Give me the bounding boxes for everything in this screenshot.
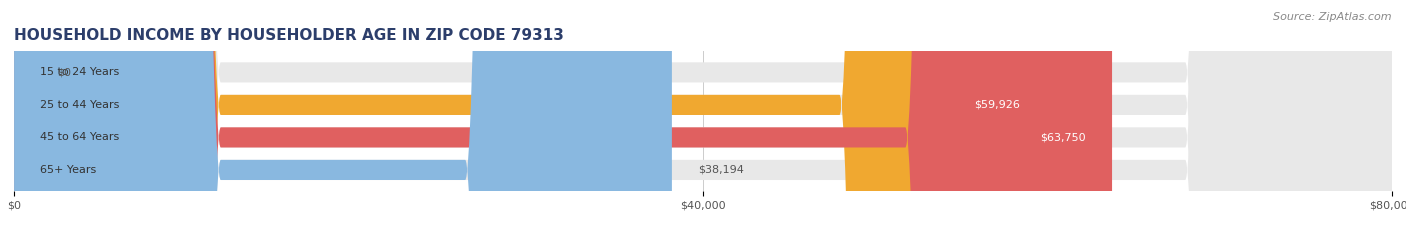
Text: Source: ZipAtlas.com: Source: ZipAtlas.com xyxy=(1274,12,1392,22)
FancyBboxPatch shape xyxy=(14,0,672,233)
Text: $0: $0 xyxy=(58,67,72,77)
Text: 65+ Years: 65+ Years xyxy=(39,165,96,175)
FancyBboxPatch shape xyxy=(14,0,1046,233)
Text: 25 to 44 Years: 25 to 44 Years xyxy=(39,100,120,110)
Text: HOUSEHOLD INCOME BY HOUSEHOLDER AGE IN ZIP CODE 79313: HOUSEHOLD INCOME BY HOUSEHOLDER AGE IN Z… xyxy=(14,28,564,43)
FancyBboxPatch shape xyxy=(14,0,1112,233)
FancyBboxPatch shape xyxy=(14,0,1392,233)
Text: 45 to 64 Years: 45 to 64 Years xyxy=(39,132,120,142)
FancyBboxPatch shape xyxy=(14,0,1392,233)
FancyBboxPatch shape xyxy=(14,0,1392,233)
Text: $59,926: $59,926 xyxy=(974,100,1021,110)
Text: $38,194: $38,194 xyxy=(697,165,744,175)
Text: $63,750: $63,750 xyxy=(1040,132,1087,142)
Text: 15 to 24 Years: 15 to 24 Years xyxy=(39,67,120,77)
FancyBboxPatch shape xyxy=(14,0,1392,233)
